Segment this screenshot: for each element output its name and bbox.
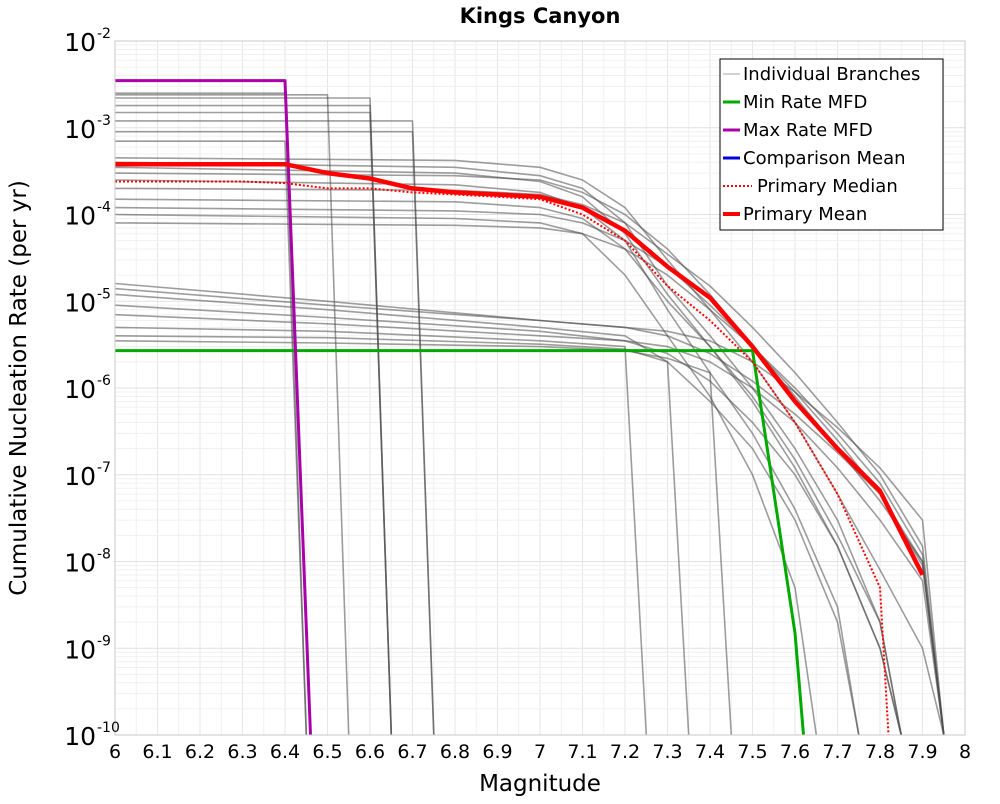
branch-line — [114, 172, 945, 736]
legend: Individual Branches Min Rate MFD Max Rate … — [719, 58, 944, 231]
x-tick-label: 6.5 — [312, 741, 342, 763]
y-tick-base: 10 — [64, 549, 96, 578]
y-tick-base: 10 — [64, 28, 96, 57]
x-tick-label: 6.8 — [440, 741, 470, 763]
x-tick-label: 6.1 — [142, 741, 172, 763]
x-tick-label: 6.3 — [227, 741, 257, 763]
legend-label: Min Rate MFD — [743, 92, 867, 113]
x-tick-label: 7.6 — [780, 741, 810, 763]
x-tick-label: 7.5 — [737, 741, 767, 763]
y-axis-label: Cumulative Nucleation Rate (per yr) — [6, 180, 32, 596]
branch-line — [114, 222, 945, 736]
y-tick: 10 -5 — [64, 286, 111, 317]
branch-line — [115, 130, 435, 736]
y-tick-exponent: -8 — [97, 547, 111, 563]
x-tick-label: 7.3 — [652, 741, 682, 763]
y-tick-base: 10 — [64, 115, 96, 144]
y-tick-base: 10 — [64, 375, 96, 404]
legend-item-primary-mean: Primary Mean — [723, 204, 867, 225]
x-axis-ticks: 6 6.1 6.2 6.3 6.4 6.5 6.6 6.7 6.8 6.9 7 7.1 7.2 7.3 7.… — [109, 741, 971, 763]
x-tick-label: 7 — [534, 741, 546, 763]
legend-item-primary-median: Primary Median — [723, 176, 898, 197]
y-tick: 10 -7 — [64, 460, 111, 491]
y-tick-base: 10 — [64, 202, 96, 231]
y-tick-base: 10 — [64, 288, 96, 317]
x-tick-label: 6.2 — [185, 741, 215, 763]
branch-line — [114, 213, 818, 736]
legend-label: Max Rate MFD — [743, 120, 873, 141]
plot-frame — [114, 40, 966, 736]
y-tick: 10 -6 — [64, 373, 111, 404]
branch-line — [114, 326, 648, 736]
x-tick-label: 7.8 — [865, 741, 895, 763]
legend-items: Individual Branches Min Rate MFD Max Rate … — [723, 64, 920, 225]
x-tick-label: 6.7 — [397, 741, 427, 763]
legend-label: Primary Median — [757, 176, 898, 197]
x-tick-label: 6.4 — [270, 741, 300, 763]
series-line-max-rate-mfd — [115, 79, 312, 736]
branch-line — [115, 140, 308, 736]
y-tick-exponent: -7 — [97, 460, 111, 476]
x-tick-label: 7.4 — [695, 741, 725, 763]
legend-item-min-rate-mfd: Min Rate MFD — [723, 92, 867, 113]
x-tick-label: 6.6 — [355, 741, 385, 763]
legend-label: Primary Mean — [743, 204, 867, 225]
y-tick-base: 10 — [64, 722, 96, 751]
branch-line — [114, 335, 690, 736]
y-tick-base: 10 — [64, 462, 96, 491]
y-tick: 10 -8 — [64, 547, 111, 578]
y-tick-exponent: -10 — [97, 720, 120, 736]
series-line-primary-mean — [115, 161, 925, 576]
branch-line — [114, 198, 902, 736]
x-axis-label: Magnitude — [479, 771, 601, 797]
x-tick-label: 7.9 — [907, 741, 937, 763]
branch-lines — [114, 92, 945, 736]
y-tick-exponent: -5 — [97, 286, 111, 302]
branch-line — [114, 313, 945, 736]
legend-box — [719, 58, 944, 231]
series-line-min-rate-mfd — [115, 349, 805, 736]
y-tick: 10 -4 — [64, 200, 111, 231]
x-tick-label: 6.9 — [482, 741, 512, 763]
y-tick: 10 -2 — [64, 26, 111, 57]
branch-line — [115, 94, 350, 736]
branch-line — [114, 293, 860, 736]
branch-line — [114, 161, 902, 736]
legend-label: Individual Branches — [743, 64, 920, 85]
y-tick: 10 -9 — [64, 633, 111, 664]
y-tick-exponent: -3 — [97, 113, 111, 129]
y-tick: 10 -3 — [64, 113, 111, 144]
legend-item-individual-branches: Individual Branches — [723, 64, 920, 85]
x-tick-label: 8 — [959, 741, 971, 763]
x-tick-label: 7.7 — [822, 741, 852, 763]
y-tick-exponent: -4 — [97, 200, 111, 216]
chart-title: Kings Canyon — [460, 4, 621, 28]
branch-line — [114, 187, 945, 736]
y-tick-exponent: -9 — [97, 633, 111, 649]
summary-series — [115, 79, 925, 736]
y-tick: 10 -10 — [64, 720, 120, 751]
x-tick-label: 6 — [109, 741, 121, 763]
x-tick-label: 7.1 — [567, 741, 597, 763]
legend-label: Comparison Mean — [743, 148, 906, 169]
y-tick-exponent: -6 — [97, 373, 111, 389]
y-tick-exponent: -2 — [97, 26, 111, 42]
x-tick-label: 7.2 — [610, 741, 640, 763]
branch-line — [114, 179, 860, 736]
legend-item-comparison-mean: Comparison Mean — [723, 148, 906, 169]
legend-item-max-rate-mfd: Max Rate MFD — [723, 120, 873, 141]
y-tick-base: 10 — [64, 635, 96, 664]
series-line-primary-median — [115, 180, 890, 736]
branch-line — [115, 111, 393, 736]
